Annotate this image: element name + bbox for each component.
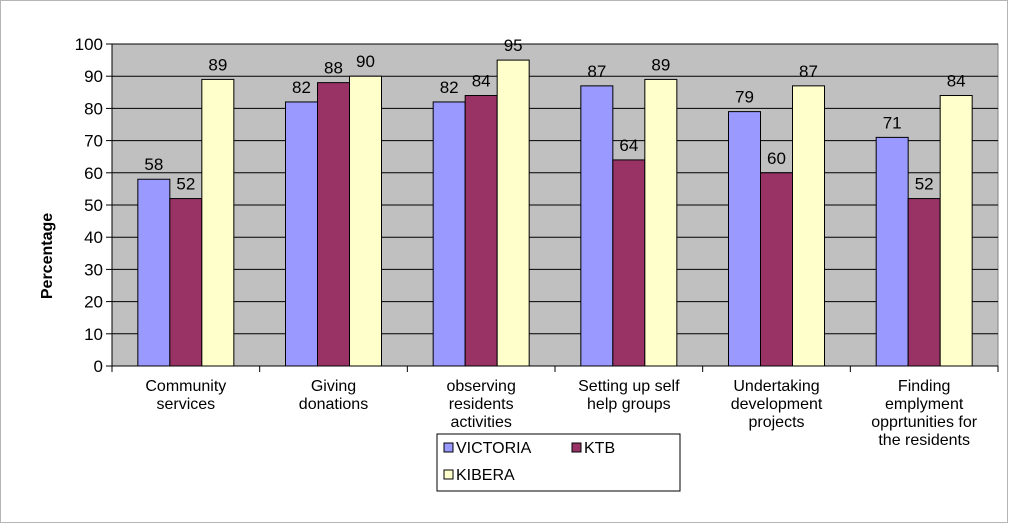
data-label: 84 bbox=[472, 72, 491, 91]
legend-swatch-kibera bbox=[443, 469, 454, 480]
x-tick-label: donations bbox=[299, 396, 368, 413]
x-tick-label: the residents bbox=[878, 432, 970, 449]
y-tick-label: 80 bbox=[84, 99, 103, 118]
y-axis-title: Percentage bbox=[39, 213, 56, 299]
bar-ktb bbox=[907, 198, 941, 367]
data-label: 89 bbox=[208, 55, 227, 74]
y-tick-label: 0 bbox=[94, 357, 103, 376]
x-tick-label: development bbox=[731, 396, 823, 413]
legend-label: KIBERA bbox=[456, 467, 515, 484]
bar-ktb bbox=[760, 172, 793, 367]
data-label: 87 bbox=[799, 62, 818, 81]
x-tick-label: Community bbox=[145, 378, 226, 395]
x-tick-label: activities bbox=[450, 414, 511, 431]
bar-kibera bbox=[792, 85, 825, 367]
x-tick-label: services bbox=[156, 396, 215, 413]
bar-ktb bbox=[464, 95, 498, 367]
data-label: 52 bbox=[915, 175, 934, 194]
legend-label: KTB bbox=[584, 440, 615, 457]
data-label: 60 bbox=[767, 149, 786, 168]
y-tick-label: 20 bbox=[84, 293, 103, 312]
legend-swatch-victoria bbox=[443, 442, 454, 453]
gridlines bbox=[112, 43, 998, 335]
data-label: 84 bbox=[947, 72, 966, 91]
legend-swatch-ktb bbox=[571, 442, 582, 453]
x-tick-label: observing bbox=[446, 378, 515, 395]
x-tick-label: projects bbox=[748, 414, 804, 431]
y-tick-label: 50 bbox=[84, 196, 103, 215]
y-tick-label: 10 bbox=[84, 325, 103, 344]
data-labels: 58 52 89 82 88 90 82 84 95 87 64 89 79 60 87 71 52 84 bbox=[144, 36, 965, 193]
bar-ktb bbox=[612, 159, 646, 367]
y-tick-label: 100 bbox=[75, 35, 103, 54]
y-tick-label: 30 bbox=[84, 260, 103, 279]
x-tick-label: Giving bbox=[311, 378, 356, 395]
bar-ktb bbox=[169, 198, 203, 367]
y-tick-label: 60 bbox=[84, 164, 103, 183]
data-label: 79 bbox=[735, 88, 754, 107]
bar-kibera bbox=[939, 95, 973, 367]
data-label: 64 bbox=[619, 136, 638, 155]
data-label: 89 bbox=[651, 55, 670, 74]
bar-kibera bbox=[201, 78, 235, 367]
data-label: 58 bbox=[144, 155, 163, 174]
bar-victoria bbox=[285, 101, 318, 367]
data-label: 90 bbox=[356, 52, 375, 71]
bar-victoria bbox=[580, 85, 614, 367]
legend-label: VICTORIA bbox=[456, 440, 532, 457]
x-tick-label: help groups bbox=[587, 396, 671, 413]
bar-victoria bbox=[875, 136, 909, 367]
bar-victoria bbox=[432, 101, 466, 367]
data-label: 82 bbox=[440, 78, 459, 97]
data-label: 95 bbox=[504, 36, 523, 55]
bar-kibera bbox=[644, 78, 678, 367]
bar-victoria bbox=[137, 178, 171, 367]
y-tick-label: 70 bbox=[84, 132, 103, 151]
y-tick-label: 90 bbox=[84, 67, 103, 86]
data-label: 87 bbox=[587, 62, 606, 81]
bar-victoria bbox=[728, 111, 761, 367]
x-tick-label: Finding bbox=[898, 378, 950, 395]
data-label: 71 bbox=[883, 113, 902, 132]
x-tick-label: Undertaking bbox=[733, 378, 819, 395]
data-label: 88 bbox=[324, 59, 343, 78]
x-tick-label: Setting up self bbox=[578, 378, 680, 395]
data-label: 82 bbox=[292, 78, 311, 97]
data-label: 52 bbox=[176, 175, 195, 194]
y-tick-label: 40 bbox=[84, 228, 103, 247]
bar-kibera bbox=[496, 59, 530, 367]
legend-box bbox=[436, 433, 681, 492]
x-tick-label: emplyment bbox=[885, 396, 964, 413]
x-tick-label: opprtunities for bbox=[871, 414, 978, 431]
bar-kibera bbox=[349, 75, 382, 367]
x-tick-label: residents bbox=[449, 396, 514, 413]
y-axis: 0 10 20 30 40 50 60 70 80 90 100 bbox=[75, 35, 113, 376]
bar-ktb bbox=[317, 82, 350, 367]
legend: VICTORIA KTB KIBERA bbox=[436, 433, 681, 492]
